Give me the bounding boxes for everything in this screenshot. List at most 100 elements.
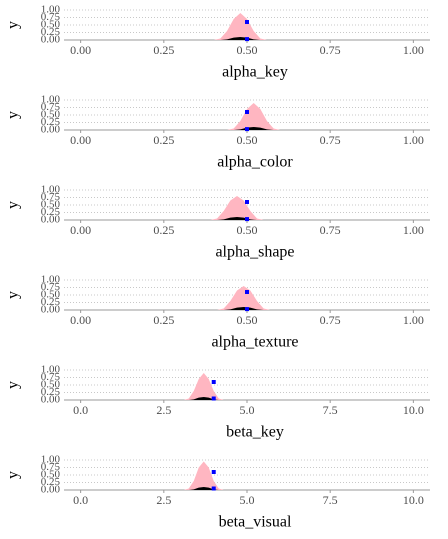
y-tick-label: 0.50 bbox=[41, 109, 61, 121]
point bbox=[211, 470, 216, 474]
x-tick-label: 5.0 bbox=[240, 493, 255, 507]
x-tick-label: 0.75 bbox=[320, 133, 341, 147]
y-tick-label: 1.00 bbox=[41, 94, 61, 106]
x-axis-title: alpha_key bbox=[222, 64, 288, 81]
density-area bbox=[210, 217, 264, 220]
panel: 0.000.250.500.751.000.00 0.25 0.50 0.75 1.00… bbox=[5, 184, 430, 261]
panel: 0.000.250.500.751.00 0.0 2.5 5.0 7.5 10.0 beta… bbox=[5, 454, 430, 531]
panel: 0.000.250.500.751.000.00 0.25 0.50 0.75 1.00… bbox=[5, 274, 430, 351]
y-tick-label: 0.00 bbox=[41, 484, 61, 496]
x-tick-label: 1.00 bbox=[403, 223, 424, 237]
x-tick-label: 10.0 bbox=[403, 493, 424, 507]
x-axis-title: alpha_shape bbox=[215, 244, 294, 261]
point bbox=[245, 37, 249, 42]
y-tick-label: 1.00 bbox=[41, 4, 61, 16]
y-tick-label: 0.00 bbox=[41, 304, 61, 316]
point bbox=[245, 290, 249, 294]
x-tick-label: 5.0 bbox=[240, 403, 255, 417]
density-area bbox=[213, 13, 267, 40]
y-tick-label: 0.75 bbox=[41, 101, 61, 113]
x-tick-label: 0.50 bbox=[237, 43, 258, 57]
x-tick-label: 10.0 bbox=[403, 403, 424, 417]
y-tick-label: 0.00 bbox=[41, 214, 61, 226]
y-tick-label: 0.75 bbox=[41, 281, 61, 293]
x-tick-label: 0.25 bbox=[153, 223, 174, 237]
x-tick-label: 0.25 bbox=[153, 43, 174, 57]
y-tick-label: 0.25 bbox=[41, 386, 61, 398]
x-tick-label: 0.75 bbox=[320, 223, 341, 237]
y-tick-label: 0.50 bbox=[41, 199, 61, 211]
x-tick-label: 0.0 bbox=[73, 403, 88, 417]
density-area bbox=[183, 487, 224, 490]
density-area bbox=[227, 127, 281, 130]
density-area bbox=[210, 196, 264, 220]
x-axis-title: alpha_color bbox=[217, 154, 293, 171]
x-tick-label: 0.50 bbox=[237, 223, 258, 237]
density-area bbox=[183, 461, 224, 490]
x-tick-label: 0.0 bbox=[73, 493, 88, 507]
x-axis-title: alpha_texture bbox=[211, 334, 298, 351]
density-area bbox=[183, 397, 224, 400]
y-tick-label: 0.00 bbox=[41, 394, 61, 406]
panel: 0.000.250.500.751.000.00 0.25 0.50 0.75 1.00… bbox=[5, 94, 430, 171]
x-tick-label: 1.00 bbox=[403, 313, 424, 327]
x-tick-label: 0.50 bbox=[237, 313, 258, 327]
y-tick-label: 0.75 bbox=[41, 191, 61, 203]
y-tick-label: 0.50 bbox=[41, 379, 61, 391]
y-tick-label: 0.25 bbox=[41, 476, 61, 488]
x-tick-label: 0.25 bbox=[153, 133, 174, 147]
point bbox=[245, 110, 249, 114]
y-tick-label: 0.00 bbox=[41, 34, 61, 46]
x-tick-label: 0.00 bbox=[70, 43, 91, 57]
y-axis-title: y bbox=[5, 381, 22, 389]
point bbox=[245, 127, 249, 132]
x-tick-label: 1.00 bbox=[403, 133, 424, 147]
x-tick-label: 2.5 bbox=[156, 403, 171, 417]
point bbox=[211, 396, 216, 401]
x-tick-label: 0.00 bbox=[70, 223, 91, 237]
x-tick-label: 0.00 bbox=[70, 133, 91, 147]
y-tick-label: 0.75 bbox=[41, 371, 61, 383]
point bbox=[245, 200, 249, 204]
y-tick-label: 0.25 bbox=[41, 296, 61, 308]
x-tick-label: 0.75 bbox=[320, 313, 341, 327]
point bbox=[245, 307, 249, 312]
x-tick-label: 7.5 bbox=[323, 403, 338, 417]
y-axis-title: y bbox=[5, 471, 22, 479]
x-tick-label: 7.5 bbox=[323, 493, 338, 507]
panel: 0.000.250.500.751.000.00 0.25 0.50 0.75 1.00… bbox=[5, 4, 430, 81]
y-tick-label: 0.25 bbox=[41, 26, 61, 38]
x-tick-label: 0.75 bbox=[320, 43, 341, 57]
y-axis-title: y bbox=[5, 201, 22, 209]
x-tick-label: 0.00 bbox=[70, 313, 91, 327]
y-tick-label: 0.50 bbox=[41, 19, 61, 31]
y-tick-label: 0.25 bbox=[41, 116, 61, 128]
y-tick-label: 0.50 bbox=[41, 289, 61, 301]
point bbox=[211, 486, 216, 491]
y-tick-label: 0.50 bbox=[41, 469, 61, 481]
density-area bbox=[227, 103, 281, 130]
y-tick-label: 1.00 bbox=[41, 184, 61, 196]
y-tick-label: 1.00 bbox=[41, 364, 61, 376]
point bbox=[245, 217, 249, 222]
density-area bbox=[217, 286, 271, 310]
density-area bbox=[183, 373, 224, 400]
y-tick-label: 1.00 bbox=[41, 454, 61, 466]
x-axis-title: beta_key bbox=[226, 424, 284, 441]
x-tick-label: 0.25 bbox=[153, 313, 174, 327]
point bbox=[211, 380, 216, 384]
x-axis-title: beta_visual bbox=[219, 514, 292, 531]
density-area bbox=[213, 37, 267, 40]
y-axis-title: y bbox=[5, 291, 22, 299]
y-tick-label: 0.25 bbox=[41, 206, 61, 218]
x-tick-label: 1.00 bbox=[403, 43, 424, 57]
y-axis-title: y bbox=[5, 21, 22, 29]
y-tick-label: 0.00 bbox=[41, 124, 61, 136]
point bbox=[245, 20, 249, 24]
x-tick-label: 0.50 bbox=[237, 133, 258, 147]
x-tick-label: 2.5 bbox=[156, 493, 171, 507]
y-tick-label: 0.75 bbox=[41, 11, 61, 23]
density-area bbox=[217, 307, 271, 310]
y-tick-label: 1.00 bbox=[41, 274, 61, 286]
